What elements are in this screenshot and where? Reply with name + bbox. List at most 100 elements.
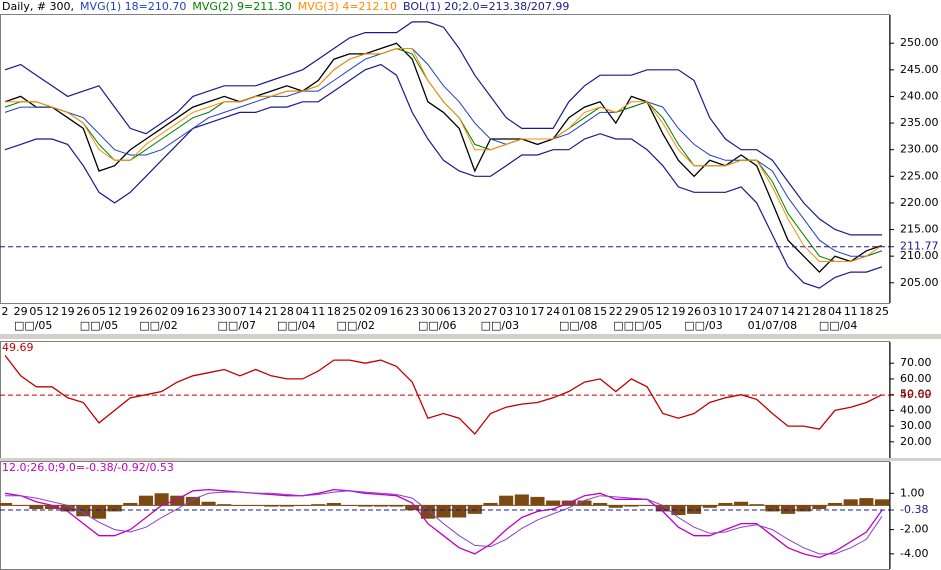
histogram-bar — [812, 505, 827, 510]
x-tick-label: 06 — [437, 305, 451, 318]
x-tick-label: 03 — [703, 305, 717, 318]
x-tick-label: 20 — [468, 305, 482, 318]
x-tick-label: 19 — [61, 305, 75, 318]
x-tick-label: 11 — [844, 305, 858, 318]
x-tick-label: 26 — [687, 305, 701, 318]
x-tick-label: 19 — [123, 305, 137, 318]
header-title: Daily, # 300, — [2, 0, 74, 13]
x-tick-label: 24 — [750, 305, 764, 318]
reference-label: -0.38 — [900, 503, 928, 516]
histogram-bar — [420, 505, 435, 519]
histogram-bar — [60, 505, 75, 512]
x-tick-label: 16 — [390, 305, 404, 318]
series-line — [4, 355, 883, 435]
legend-entry: MVG(1) 18=210.70 — [80, 0, 186, 13]
x-tick-label: 21 — [264, 305, 278, 318]
splitter — [0, 458, 941, 461]
x-tick-label: 12 — [656, 305, 670, 318]
band-line — [4, 21, 882, 236]
histogram-bar — [483, 502, 498, 506]
x-tick-label: 14 — [781, 305, 795, 318]
x-month-label: □□/02 — [139, 319, 178, 332]
histogram-bar — [154, 493, 169, 506]
x-tick-label: 14 — [249, 305, 263, 318]
x-tick-label: 2 — [2, 305, 9, 318]
x-tick-label: 12 — [108, 305, 122, 318]
x-tick-label: 18 — [327, 305, 341, 318]
x-tick-label: 09 — [170, 305, 184, 318]
histogram-bar — [608, 505, 623, 508]
x-month-label: 01/07/08 — [748, 319, 797, 332]
x-tick-label: 28 — [280, 305, 294, 318]
histogram-bar — [655, 505, 670, 512]
legend-entry: BOL(1) 20;2.0=213.38/207.99 — [403, 0, 569, 13]
x-tick-label: 28 — [812, 305, 826, 318]
histogram-bar — [389, 505, 404, 507]
y-tick-label: 70.00 — [900, 356, 932, 369]
histogram-bar — [373, 505, 388, 507]
x-month-label: □□/08 — [559, 319, 598, 332]
y-tick-label: 40.00 — [900, 403, 932, 416]
histogram-bar — [718, 502, 733, 506]
x-tick-label: 26 — [76, 305, 90, 318]
x-tick-label: 09 — [374, 305, 388, 318]
x-tick-label: 25 — [343, 305, 357, 318]
legend-entry: MVG(3) 4=212.10 — [298, 0, 397, 13]
x-tick-label: 25 — [875, 305, 889, 318]
histogram-bar — [577, 500, 592, 506]
panel-header: 49.69 — [2, 341, 34, 354]
x-tick-label: 23 — [405, 305, 419, 318]
y-tick-label: 30.00 — [900, 419, 932, 432]
histogram-bar — [232, 505, 247, 506]
histogram-bar — [138, 495, 154, 506]
x-month-label: □□/03 — [684, 319, 723, 332]
x-tick-label: 17 — [734, 305, 748, 318]
panel-header: 12.0;26.0;9.0=-0.38/-0.92/0.53 — [2, 461, 174, 474]
y-tick-label: 250.00 — [900, 36, 939, 49]
header-title: 12.0;26.0;9.0=-0.38/-0.92/0.53 — [2, 461, 174, 474]
histogram-bar — [874, 499, 890, 506]
y-tick-label: -4.00 — [900, 547, 928, 560]
histogram-bar — [452, 505, 467, 518]
x-month-label: □□/07 — [218, 319, 257, 332]
histogram-bar — [593, 502, 608, 506]
y-tick-label: 230.00 — [900, 143, 939, 156]
x-tick-label: 05 — [92, 305, 106, 318]
histogram-bar — [765, 505, 780, 512]
x-tick-label: 27 — [483, 305, 497, 318]
histogram-bar — [342, 505, 357, 506]
x-tick-label: 15 — [593, 305, 607, 318]
histogram-bar — [295, 505, 310, 506]
histogram-bar — [185, 496, 200, 506]
x-tick-label: 19 — [671, 305, 685, 318]
x-tick-label: 05 — [29, 305, 43, 318]
y-tick-label: 205.00 — [900, 276, 939, 289]
x-tick-label: 22 — [609, 305, 623, 318]
histogram-bar — [436, 505, 451, 518]
x-tick-label: 29 — [624, 305, 638, 318]
histogram-bar — [248, 505, 263, 506]
x-tick-label: 30 — [217, 305, 231, 318]
x-tick-label: 24 — [546, 305, 560, 318]
y-tick-label: 60.00 — [900, 372, 932, 385]
y-tick-label: 235.00 — [900, 116, 939, 129]
x-month-label: □□/02 — [337, 319, 376, 332]
x-tick-label: 02 — [155, 305, 169, 318]
series-line — [4, 48, 883, 257]
series-line — [4, 488, 883, 559]
histogram-bar — [843, 499, 858, 506]
histogram-bar — [702, 505, 717, 508]
histogram-bar — [530, 496, 545, 506]
legend-entry: MVG(2) 9=211.30 — [192, 0, 291, 13]
x-tick-label: 03 — [499, 305, 513, 318]
y-tick-label: 220.00 — [900, 196, 939, 209]
x-month-label: □□/06 — [418, 319, 457, 332]
y-tick-label: 210.00 — [900, 249, 939, 262]
series-line — [4, 42, 883, 274]
x-month-label: □□/04 — [819, 319, 858, 332]
histogram-bar — [796, 505, 811, 512]
histogram-bar — [44, 505, 60, 510]
x-tick-label: 07 — [233, 305, 247, 318]
histogram-bar — [76, 505, 91, 517]
